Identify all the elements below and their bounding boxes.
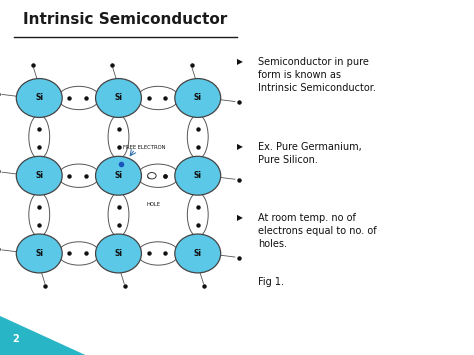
Text: Si: Si [35, 171, 43, 180]
Ellipse shape [175, 156, 221, 195]
Text: ▶: ▶ [237, 142, 243, 151]
Ellipse shape [108, 115, 129, 159]
Ellipse shape [187, 115, 208, 159]
Text: 2: 2 [12, 333, 18, 344]
Ellipse shape [108, 192, 129, 237]
Text: Si: Si [115, 171, 122, 180]
Ellipse shape [58, 164, 100, 187]
Ellipse shape [58, 242, 100, 265]
Text: HOLE: HOLE [146, 202, 160, 207]
Ellipse shape [16, 234, 62, 273]
Text: Si: Si [35, 249, 43, 258]
Text: ▶: ▶ [237, 213, 243, 222]
Ellipse shape [137, 242, 179, 265]
Text: Fig 1.: Fig 1. [258, 277, 284, 287]
Text: ▶: ▶ [237, 57, 243, 66]
Text: Ex. Pure Germanium,
Pure Silicon.: Ex. Pure Germanium, Pure Silicon. [258, 142, 362, 165]
Ellipse shape [137, 86, 179, 110]
Ellipse shape [29, 115, 50, 159]
Polygon shape [0, 316, 85, 355]
Ellipse shape [187, 192, 208, 237]
Text: Si: Si [35, 93, 43, 103]
Ellipse shape [175, 78, 221, 118]
Ellipse shape [175, 234, 221, 273]
Text: At room temp. no of
electrons equal to no. of
holes.: At room temp. no of electrons equal to n… [258, 213, 377, 250]
Text: Intrinsic Semiconductor: Intrinsic Semiconductor [24, 12, 228, 27]
Ellipse shape [137, 164, 179, 187]
Text: FREE ELECTRON: FREE ELECTRON [123, 144, 166, 149]
Ellipse shape [147, 173, 156, 179]
Text: Si: Si [115, 249, 122, 258]
Ellipse shape [58, 86, 100, 110]
Text: Si: Si [194, 171, 202, 180]
Text: Semiconductor in pure
form is known as
Intrinsic Semiconductor.: Semiconductor in pure form is known as I… [258, 57, 376, 93]
Text: Si: Si [115, 93, 122, 103]
Text: Si: Si [194, 93, 202, 103]
Ellipse shape [16, 156, 62, 195]
Ellipse shape [96, 234, 141, 273]
Text: Si: Si [194, 249, 202, 258]
Ellipse shape [29, 192, 50, 237]
Ellipse shape [96, 156, 141, 195]
Ellipse shape [96, 78, 141, 118]
Ellipse shape [16, 78, 62, 118]
